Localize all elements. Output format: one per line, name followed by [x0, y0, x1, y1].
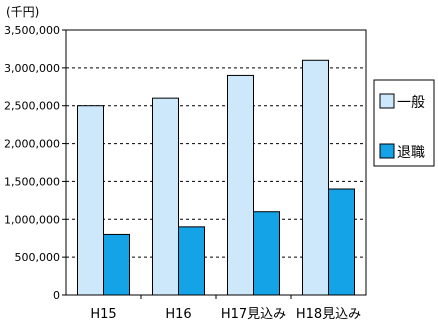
x-tick-label: H18見込み	[296, 307, 361, 322]
bar-ippan-0	[77, 105, 104, 296]
bar-taishoku-0	[103, 233, 130, 296]
bar-taishoku-1	[178, 226, 205, 296]
x-tick-label: H15	[90, 307, 116, 322]
bars	[77, 59, 355, 296]
bar-ippan-1	[152, 97, 179, 296]
y-tick-label: 500,000	[15, 251, 61, 264]
legend-label: 一般	[397, 95, 425, 111]
unit-label: (千円)	[6, 5, 39, 19]
x-tick-label: H16	[165, 307, 191, 322]
bar-ippan-3	[302, 59, 329, 296]
y-tick-label: 2,000,000	[4, 138, 60, 151]
x-axis: H15 H16 H17見込み H18見込み	[90, 295, 361, 322]
y-tick-label: 3,000,000	[4, 62, 60, 75]
y-axis: 0 500,000 1,000,000 1,500,000 2,000,000 2,500…	[4, 24, 66, 302]
legend-swatch	[379, 143, 395, 159]
legend-swatch	[379, 93, 395, 109]
bar-ippan-2	[227, 74, 254, 296]
legend-label: 退職	[397, 145, 425, 161]
y-tick-label: 3,500,000	[4, 24, 60, 37]
y-tick-label: 1,000,000	[4, 213, 60, 226]
gridlines	[66, 67, 366, 258]
bar-taishoku-3	[328, 188, 355, 296]
bar-taishoku-2	[253, 211, 280, 296]
x-tick-label: H17見込み	[221, 307, 286, 322]
y-tick-label: 2,500,000	[4, 100, 60, 113]
y-tick-label: 1,500,000	[4, 175, 60, 188]
y-tick-label: 0	[53, 289, 60, 302]
